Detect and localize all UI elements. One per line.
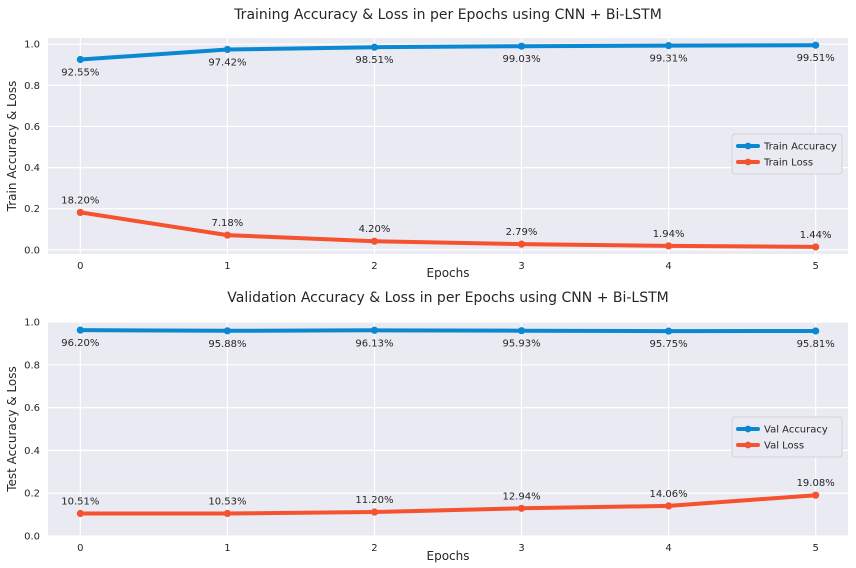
data-label: 95.93% bbox=[502, 339, 540, 350]
legend-marker bbox=[744, 425, 752, 433]
legend-frame bbox=[731, 416, 843, 458]
data-label: 2.79% bbox=[506, 227, 538, 238]
chart-title: Validation Accuracy & Loss in per Epochs… bbox=[227, 290, 669, 306]
plot-area bbox=[48, 322, 848, 536]
data-point bbox=[76, 55, 84, 64]
legend: Train Accuracy Train Loss bbox=[731, 133, 843, 175]
data-label: 95.88% bbox=[208, 339, 246, 350]
data-label: 14.06% bbox=[650, 489, 688, 500]
data-point bbox=[517, 327, 526, 335]
data-point bbox=[664, 41, 673, 50]
data-point bbox=[812, 327, 820, 335]
data-point bbox=[223, 327, 232, 335]
data-point bbox=[812, 41, 820, 49]
y-tick-label: 0.6 bbox=[24, 403, 40, 414]
data-label: 98.51% bbox=[355, 55, 393, 66]
data-label: 99.51% bbox=[797, 53, 835, 64]
y-tick-label: 0.8 bbox=[24, 360, 40, 371]
y-tick-label: 0.0 bbox=[24, 532, 40, 543]
x-tick-label: 3 bbox=[518, 543, 524, 554]
data-label: 92.55% bbox=[61, 67, 99, 78]
series-line-2 bbox=[78, 493, 818, 516]
series-line-1 bbox=[78, 328, 818, 334]
x-tick-label: 1 bbox=[224, 543, 230, 554]
x-tick-label: 4 bbox=[665, 543, 671, 554]
data-point bbox=[370, 326, 379, 334]
data-label: 18.20% bbox=[61, 195, 99, 206]
x-tick-label: 0 bbox=[77, 543, 83, 554]
legend-frame bbox=[731, 133, 843, 175]
data-point bbox=[370, 237, 379, 245]
x-tick-label: 2 bbox=[371, 261, 377, 272]
x-tick-label: 5 bbox=[812, 261, 818, 272]
series-line-1 bbox=[78, 43, 818, 62]
data-point bbox=[370, 43, 379, 51]
data-point bbox=[370, 508, 379, 516]
legend-marker bbox=[744, 441, 752, 449]
data-label: 19.08% bbox=[797, 478, 835, 489]
data-point bbox=[664, 502, 673, 510]
data-label: 12.94% bbox=[502, 491, 540, 502]
data-label: 96.20% bbox=[61, 338, 99, 349]
data-point bbox=[76, 326, 84, 334]
data-label: 96.13% bbox=[355, 338, 393, 349]
x-tick-label: 3 bbox=[518, 261, 524, 272]
data-point bbox=[517, 42, 526, 50]
data-point bbox=[517, 240, 526, 248]
x-axis-label: Epochs bbox=[427, 549, 470, 563]
data-label: 95.75% bbox=[650, 339, 688, 350]
y-tick-label: 0.4 bbox=[24, 446, 40, 457]
y-tick-label: 0.6 bbox=[24, 122, 40, 133]
data-label: 7.18% bbox=[212, 218, 244, 229]
data-point bbox=[812, 491, 820, 499]
y-tick-label: 1.0 bbox=[24, 318, 40, 329]
x-tick-label: 2 bbox=[371, 543, 377, 554]
data-point bbox=[664, 327, 673, 335]
x-tick-label: 4 bbox=[665, 261, 671, 272]
x-tick-label: 5 bbox=[812, 543, 818, 554]
chart-title: Training Accuracy & Loss in per Epochs u… bbox=[233, 7, 662, 23]
legend: Val Accuracy Val Loss bbox=[731, 416, 843, 458]
data-label: 99.31% bbox=[650, 54, 688, 65]
legend-label: Val Loss bbox=[764, 441, 804, 452]
data-label: 97.42% bbox=[208, 57, 246, 68]
plot-area bbox=[48, 38, 848, 254]
data-point bbox=[223, 509, 232, 518]
y-tick-label: 0.2 bbox=[24, 489, 40, 500]
data-label: 11.20% bbox=[355, 495, 393, 506]
legend-label: Val Accuracy bbox=[764, 425, 828, 436]
y-tick-label: 0.0 bbox=[24, 245, 40, 256]
data-point bbox=[517, 504, 526, 512]
x-tick-label: 1 bbox=[224, 261, 230, 272]
chart-1: 0.0 0.2 0.4 0.6 0.8 1.0 0 1 2 3 4 5 Training Accurac… bbox=[5, 7, 848, 280]
data-point bbox=[76, 208, 84, 217]
legend-label: Train Loss bbox=[763, 158, 813, 169]
data-label: 4.20% bbox=[359, 224, 391, 235]
data-label: 99.03% bbox=[502, 54, 540, 65]
data-point bbox=[223, 45, 232, 54]
y-tick-label: 0.4 bbox=[24, 163, 40, 174]
data-label: 95.81% bbox=[797, 339, 835, 350]
y-axis-label: Train Accuracy & Loss bbox=[5, 81, 19, 213]
data-point bbox=[76, 509, 84, 518]
legend-marker bbox=[744, 142, 752, 150]
y-tick-label: 1.0 bbox=[24, 40, 40, 51]
x-axis-label: Epochs bbox=[427, 266, 470, 280]
chart-2: 0.0 0.2 0.4 0.6 0.8 1.0 0 1 2 3 4 5 Validation Accur… bbox=[5, 290, 848, 563]
legend-label: Train Accuracy bbox=[763, 142, 837, 153]
y-tick-label: 0.8 bbox=[24, 81, 40, 92]
series-line-2 bbox=[78, 210, 818, 249]
data-point bbox=[223, 231, 232, 239]
data-point bbox=[664, 242, 673, 250]
y-axis-label: Test Accuracy & Loss bbox=[5, 366, 19, 493]
x-tick-label: 0 bbox=[77, 261, 83, 272]
data-label: 1.94% bbox=[653, 229, 685, 240]
data-point bbox=[812, 243, 820, 251]
y-tick-label: 0.2 bbox=[24, 204, 40, 215]
data-label: 1.44% bbox=[800, 230, 832, 241]
data-label: 10.51% bbox=[61, 497, 99, 508]
legend-marker bbox=[744, 158, 752, 166]
data-label: 10.53% bbox=[208, 496, 246, 507]
